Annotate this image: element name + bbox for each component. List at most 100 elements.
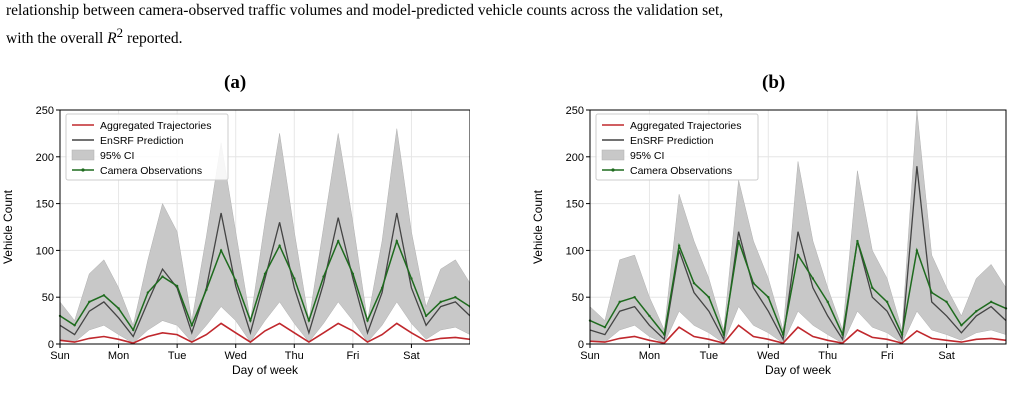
y-tick-label: 50: [572, 292, 584, 304]
y-axis-label: Vehicle Count: [1, 189, 15, 264]
figure-caption: relationship between camera-observed tra…: [6, 0, 1012, 50]
plot-frame: [589, 109, 1007, 345]
caption-line-1: relationship between camera-observed tra…: [6, 2, 724, 19]
camera-point: [175, 284, 179, 288]
camera-point: [960, 324, 963, 327]
legend-box: [65, 113, 229, 181]
caption-line-2: with the overall R2 reported.: [6, 22, 1012, 50]
y-tick-label: 150: [566, 199, 584, 211]
caption-line-2-suffix: reported.: [123, 30, 183, 48]
camera-point: [263, 272, 267, 275]
camera-point: [796, 253, 800, 257]
y-tick-label: 150: [36, 199, 54, 211]
x-tick-label: Wed: [225, 350, 247, 362]
camera-point: [989, 300, 993, 304]
camera-point: [190, 324, 193, 327]
x-tick-label: Sat: [403, 350, 420, 362]
camera-point: [366, 319, 369, 322]
camera-point: [219, 249, 223, 252]
camera-point: [692, 281, 696, 285]
camera-point: [856, 239, 859, 243]
camera-point: [930, 291, 933, 294]
legend-ensrf-label: EnSRF Prediction: [630, 135, 714, 147]
camera-point: [278, 244, 281, 247]
y-tick-label: 250: [566, 105, 584, 117]
camera-point: [337, 239, 340, 243]
camera-point: [618, 300, 621, 304]
x-tick-label: Mon: [639, 350, 660, 362]
y-tick-label: 250: [36, 105, 54, 117]
y-tick-label: 200: [36, 152, 54, 164]
trajectories-series-line: [589, 324, 1007, 345]
plot-frame: [59, 109, 470, 345]
y-tick-label: 200: [566, 152, 584, 164]
chart-b: 0 50 100 150 200 250 Sun Mon Tue Wed Thu Fri Sat Day …: [531, 105, 1008, 377]
y-tick-label: 100: [36, 245, 54, 257]
camera-point: [900, 333, 904, 336]
camera-point: [885, 300, 889, 304]
camera-point: [737, 239, 740, 243]
x-tick-label: Thu: [818, 350, 837, 362]
camera-point: [663, 333, 666, 336]
y-tick-label: 100: [566, 245, 584, 257]
panel-b: (b) 0 50 100 150 200 250 Sun Mon Tue Wed Thu Fri Sat…: [530, 72, 1008, 402]
x-axis-label: Day of week: [765, 363, 832, 377]
chart-a: 0 50 100 150 200 250 Sun Mon Tue Wed Thu Fri Sat Day …: [1, 105, 470, 377]
caption-r-symbol: R: [107, 30, 117, 48]
legend-ci-swatch: [601, 149, 625, 161]
legend-ci-label: 95% CI: [630, 150, 664, 162]
x-tick-label: Mon: [108, 350, 129, 362]
x-tick-label: Thu: [285, 350, 304, 362]
camera-point: [648, 314, 651, 318]
camera-point: [975, 310, 978, 313]
x-tick-label: Wed: [757, 350, 779, 362]
camera-point: [161, 275, 164, 278]
camera-point: [117, 307, 120, 310]
camera-point: [633, 296, 636, 299]
camera-point: [322, 275, 325, 278]
camera-point: [205, 288, 208, 291]
ensrf-series-line: [589, 166, 1007, 342]
legend-ensrf-label: EnSRF Prediction: [100, 135, 184, 147]
legend-ci-label: 95% CI: [100, 150, 134, 162]
caption-line-2-prefix: with the overall: [6, 30, 108, 48]
camera-point: [307, 319, 311, 322]
camera-point: [841, 333, 844, 336]
camera-point: [132, 328, 135, 332]
legend-camera-marker: [611, 168, 615, 172]
camera-point: [677, 244, 681, 247]
camera-point: [707, 296, 711, 299]
legend-box: [595, 113, 759, 181]
camera-point: [293, 277, 296, 280]
y-tick-label: 0: [48, 339, 54, 351]
camera-point: [871, 286, 874, 290]
x-tick-label: Sun: [580, 350, 600, 362]
camera-point: [722, 333, 725, 336]
x-tick-label: Sat: [938, 350, 955, 362]
legend-trajectories-label: Aggregated Trajectories: [100, 120, 211, 132]
caption-r-superscript: 2: [116, 25, 124, 40]
camera-point: [410, 277, 413, 280]
ensrf-series-line: [59, 212, 470, 338]
legend-trajectories-label: Aggregated Trajectories: [630, 120, 741, 132]
camera-point: [88, 300, 91, 304]
camera-point: [249, 319, 252, 322]
camera-point: [603, 325, 607, 329]
camera-point: [102, 294, 106, 297]
camera-point: [454, 296, 457, 299]
camera-point: [752, 281, 755, 285]
camera-point: [915, 249, 919, 252]
x-tick-label: Tue: [700, 350, 719, 362]
y-axis-label: Vehicle Count: [531, 189, 545, 264]
camera-point: [424, 314, 428, 318]
camera-point: [73, 324, 76, 327]
y-tick-label: 0: [578, 339, 584, 351]
x-tick-label: Tue: [168, 350, 187, 362]
panel-b-label: (b): [762, 72, 786, 93]
y-tick-label: 50: [42, 292, 54, 304]
camera-point: [380, 286, 384, 290]
legend-ci-swatch: [71, 149, 95, 161]
camera-point: [945, 300, 948, 304]
x-axis-label: Day of week: [232, 363, 299, 377]
camera-point: [781, 333, 785, 336]
